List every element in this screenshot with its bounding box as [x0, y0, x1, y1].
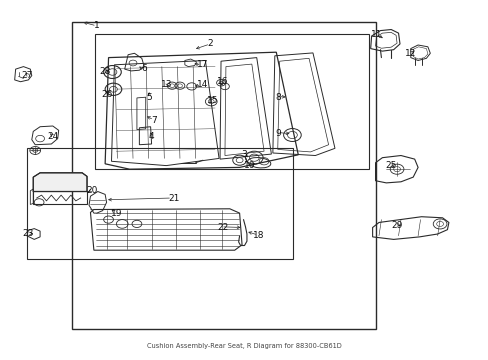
Bar [72, 22, 375, 329]
Text: 11: 11 [370, 30, 382, 39]
Text: 22: 22 [216, 223, 228, 232]
Text: 13: 13 [160, 80, 172, 89]
Text: 18: 18 [253, 231, 264, 240]
Text: 28: 28 [99, 68, 111, 77]
Text: 14: 14 [197, 80, 208, 89]
Text: 20: 20 [86, 186, 98, 194]
Text: Cushion Assembly-Rear Seat, R Diagram for 88300-CB61D: Cushion Assembly-Rear Seat, R Diagram fo… [147, 343, 341, 348]
Text: 23: 23 [22, 230, 34, 239]
Text: 27: 27 [21, 71, 33, 80]
Bar [95, 34, 368, 169]
Text: 17: 17 [197, 60, 208, 69]
Text: 6: 6 [141, 64, 147, 73]
Text: 8: 8 [275, 93, 281, 102]
Text: 4: 4 [148, 132, 154, 141]
Text: 10: 10 [243, 161, 255, 170]
Text: 2: 2 [207, 39, 213, 48]
Text: 9: 9 [274, 129, 280, 138]
Text: 15: 15 [206, 96, 218, 105]
Bar [27, 148, 293, 259]
Text: 12: 12 [404, 49, 416, 58]
Text: 29: 29 [390, 220, 402, 230]
Text: 3: 3 [241, 150, 247, 159]
Text: 24: 24 [47, 132, 59, 141]
Text: 25: 25 [385, 161, 396, 170]
Text: 16: 16 [216, 77, 228, 85]
Text: 26: 26 [101, 90, 112, 99]
Text: 7: 7 [151, 116, 157, 125]
Polygon shape [33, 173, 87, 192]
Text: 5: 5 [146, 93, 152, 102]
Text: 21: 21 [167, 194, 179, 203]
Text: 19: 19 [110, 209, 122, 217]
Text: 1: 1 [94, 21, 100, 30]
